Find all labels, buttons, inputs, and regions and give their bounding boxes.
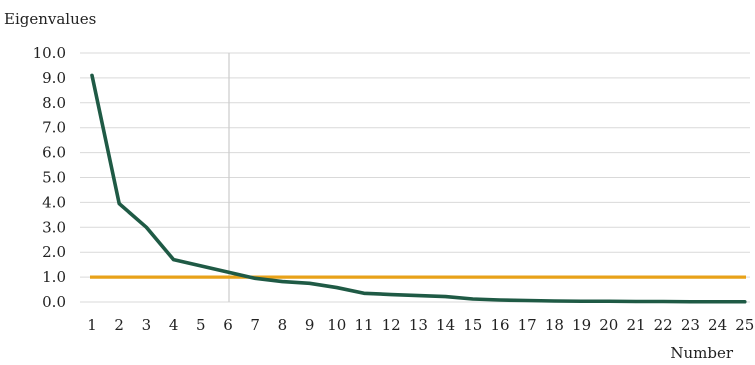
y-tick-label: 10.0 — [33, 44, 66, 62]
series-line-0 — [90, 73, 747, 304]
x-tick-label: 17 — [518, 316, 537, 334]
data-point — [281, 280, 284, 283]
x-tick-label: 2 — [114, 316, 124, 334]
data-point — [226, 270, 230, 274]
y-tick-label: 1.0 — [42, 268, 66, 286]
data-point — [716, 300, 719, 303]
y-tick-label: 8.0 — [42, 94, 66, 112]
x-tick-label: 1 — [87, 316, 97, 334]
data-point — [390, 293, 393, 296]
data-point — [580, 300, 583, 303]
data-point — [662, 300, 665, 303]
data-point — [199, 264, 202, 268]
data-point — [471, 297, 474, 301]
data-point — [634, 300, 638, 303]
x-tick-label: 15 — [463, 316, 482, 334]
data-point — [335, 286, 338, 289]
data-point — [498, 298, 502, 302]
x-tick-label: 11 — [354, 316, 373, 334]
series-layer — [90, 73, 747, 304]
y-tick-label: 4.0 — [42, 193, 66, 211]
x-tick-label: 20 — [599, 316, 618, 334]
data-point — [90, 74, 94, 77]
data-point — [362, 292, 366, 295]
y-tick-label: 7.0 — [42, 119, 66, 137]
y-tick-label: 5.0 — [42, 169, 66, 187]
x-tick-label: 22 — [654, 316, 673, 334]
x-tick-label: 21 — [626, 316, 645, 334]
x-tick-label: 8 — [278, 316, 288, 334]
y-tick-label: 0.0 — [42, 293, 66, 311]
y-tick-label: 2.0 — [42, 243, 66, 261]
y-tick-labels: 0.0 1.0 2.0 3.0 4.0 5.0 6.0 7.0 8.0 9.0 10.0 — [33, 44, 66, 311]
x-tick-label: 5 — [196, 316, 206, 334]
x-tick-label: 19 — [572, 316, 591, 334]
x-tick-label: 16 — [490, 316, 509, 334]
x-axis-label: Number — [670, 344, 733, 362]
data-point — [254, 277, 257, 280]
x-tick-label: 9 — [305, 316, 315, 334]
x-tick-label: 4 — [169, 316, 179, 334]
y-axis-label: Eigenvalues — [4, 10, 96, 28]
x-tick-label: 23 — [681, 316, 700, 334]
y-tick-label: 3.0 — [42, 218, 66, 236]
data-point — [607, 300, 610, 303]
data-point — [417, 294, 420, 297]
x-tick-label: 25 — [735, 316, 754, 334]
x-tick-label: 6 — [223, 316, 233, 334]
x-tick-label: 10 — [327, 316, 346, 334]
data-point — [689, 300, 692, 303]
x-tick-label: 24 — [708, 316, 727, 334]
x-tick-labels: 1 2 3 4 5 6 7 8 9 10 11 12 13 14 15 16 17 18 19 20 21 22 23 24 2… — [87, 316, 754, 334]
y-tick-label: 9.0 — [42, 69, 66, 87]
data-point — [118, 202, 121, 205]
x-tick-label: 7 — [250, 316, 260, 334]
data-point — [145, 226, 148, 229]
x-tick-label: 18 — [545, 316, 564, 334]
data-point — [743, 300, 746, 303]
data-point — [526, 299, 529, 302]
grid-layer — [80, 52, 750, 303]
data-point — [553, 299, 556, 303]
x-tick-label: 12 — [382, 316, 401, 334]
x-tick-label: 3 — [142, 316, 152, 334]
data-point — [308, 282, 311, 285]
data-point — [172, 258, 175, 261]
x-tick-label: 13 — [409, 316, 428, 334]
x-tick-label: 14 — [436, 316, 455, 334]
y-tick-label: 6.0 — [42, 144, 66, 162]
data-point — [444, 295, 447, 298]
